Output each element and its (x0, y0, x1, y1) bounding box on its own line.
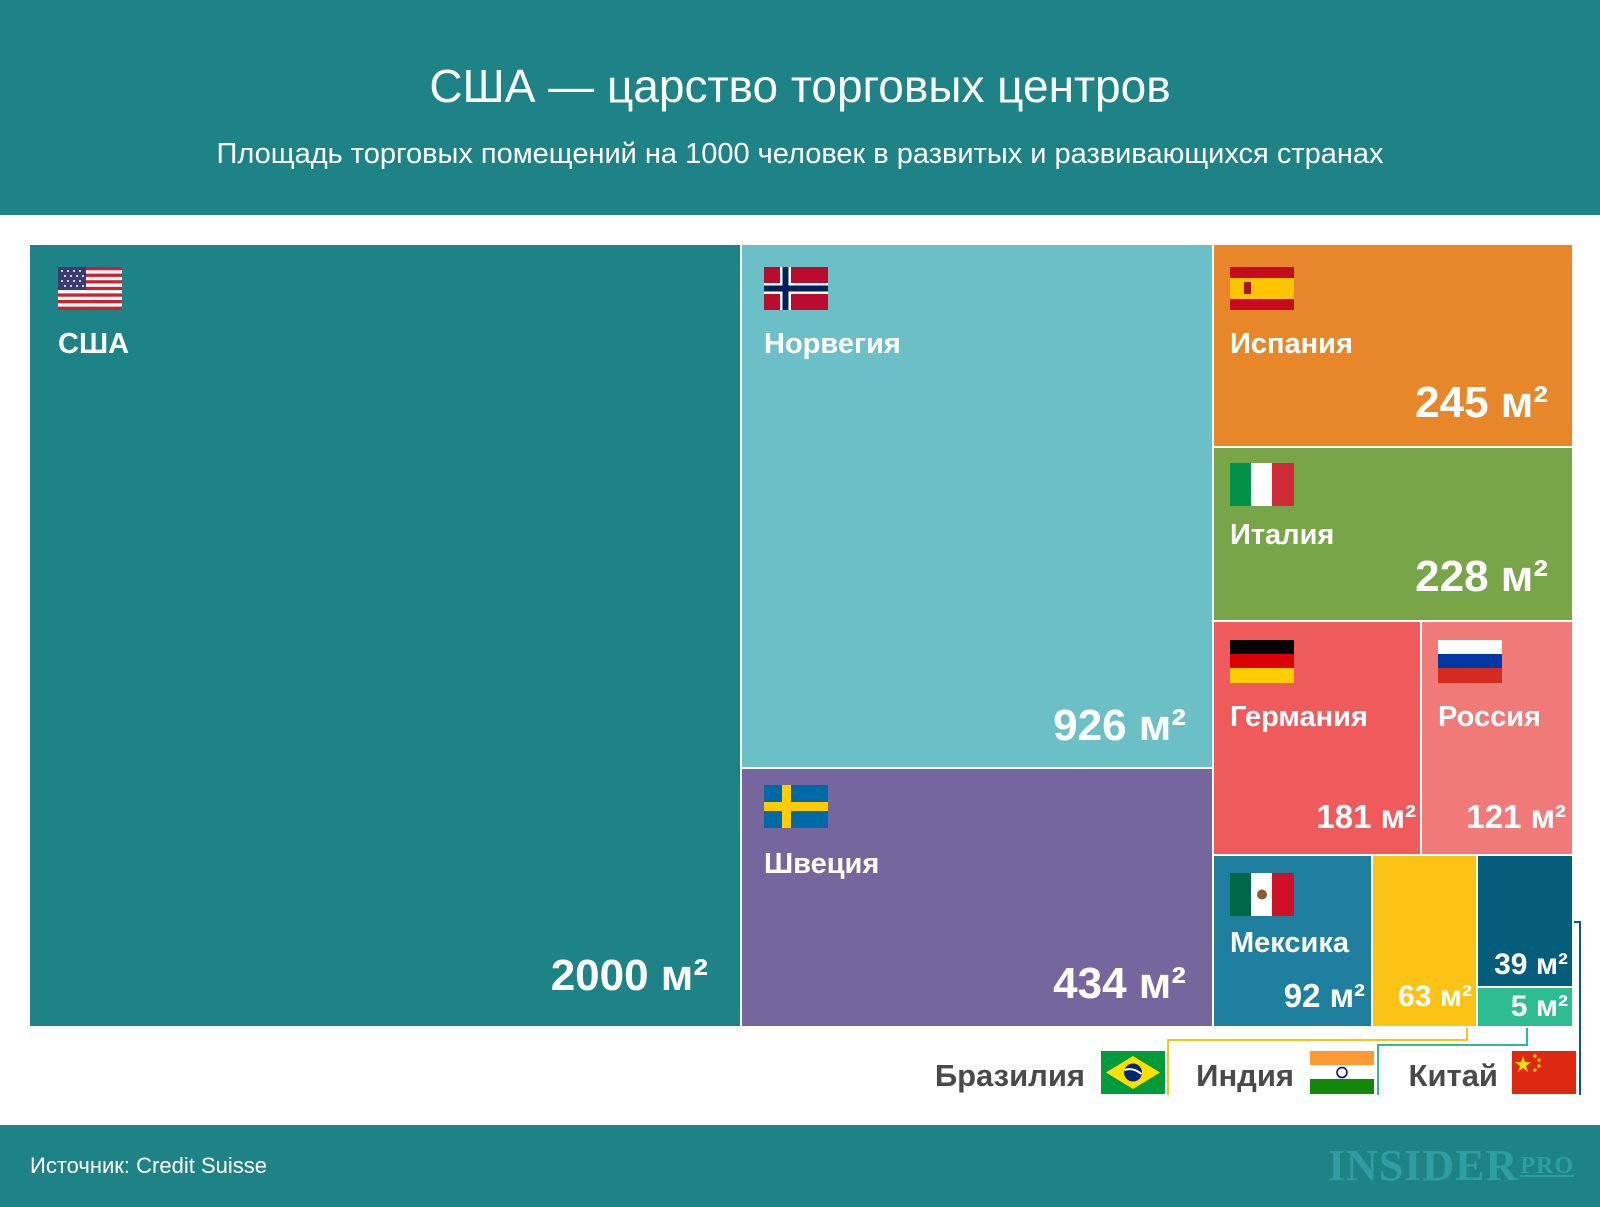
china-flag-icon (1512, 1051, 1576, 1094)
sweden-flag-icon (764, 785, 828, 828)
norway-flag-icon (764, 267, 828, 310)
logo-suffix: PRO (1520, 1153, 1574, 1179)
tile-value-usa: 2000 м² (550, 951, 708, 1000)
tile-value-brazil: 63 м² (1398, 980, 1472, 1013)
tile-name-spain: Испания (1230, 328, 1353, 360)
tile-germany: Германия 181 м² (1214, 622, 1420, 854)
tile-name-mexico: Мексика (1230, 927, 1350, 959)
source-note: Источник: Credit Suisse (30, 1153, 267, 1178)
tile-spain: Испания 245 м² (1214, 245, 1572, 446)
tile-name-russia: Россия (1438, 701, 1541, 733)
footer: Источник: Credit Suisse INSIDERPRO (0, 1125, 1600, 1207)
tile-norway: Норвегия 926 м² (742, 245, 1212, 767)
tile-usa: США 2000 м² (30, 245, 740, 1026)
tile-china: 5 м² (1478, 988, 1572, 1026)
tile-value-china: 5 м² (1510, 990, 1568, 1023)
tile-value-russia: 121 м² (1466, 798, 1566, 835)
italy-flag-icon (1230, 463, 1294, 506)
tile-name-sweden: Швеция (764, 848, 880, 880)
tile-value-norway: 926 м² (1053, 701, 1186, 750)
legend-label-india: Индия (1196, 1058, 1294, 1093)
germany-flag-icon (1230, 640, 1294, 683)
chart-subtitle: Площадь торговых помещений на 1000 челов… (216, 138, 1384, 170)
legend-label-brazil: Бразилия (934, 1058, 1085, 1093)
tile-italy: Италия 228 м² (1214, 448, 1572, 620)
russia-flag-icon (1438, 640, 1502, 683)
brazil-flag-icon (1101, 1051, 1165, 1094)
tile-value-germany: 181 м² (1316, 798, 1416, 835)
chart-title: США — царство торговых центров (429, 60, 1171, 112)
logo-wordmark: INSIDER (1327, 1141, 1519, 1190)
tile-india: 39 м² (1478, 856, 1572, 986)
tile-value-sweden: 434 м² (1053, 959, 1186, 1008)
mexico-flag-icon (1230, 873, 1294, 916)
tile-value-italy: 228 м² (1415, 552, 1548, 601)
tile-brazil: 63 м² (1373, 856, 1476, 1026)
tile-value-mexico: 92 м² (1283, 977, 1365, 1014)
tile-name-norway: Норвегия (764, 328, 901, 360)
legend-connector-lines (1167, 921, 1581, 1095)
tile-name-italy: Италия (1230, 519, 1335, 551)
header: США — царство торговых центров Площадь т… (0, 0, 1600, 215)
tile-mexico: Мексика 92 м² (1214, 856, 1371, 1026)
india-flag-icon (1310, 1051, 1374, 1094)
tile-name-usa: США (58, 328, 130, 360)
tile-sweden: Швеция 434 м² (742, 769, 1212, 1026)
tile-russia: Россия 121 м² (1422, 622, 1572, 854)
spain-flag-icon (1230, 267, 1294, 310)
insider-pro-logo: INSIDERPRO (1328, 1143, 1574, 1189)
legend-label-china: Китай (1408, 1058, 1498, 1093)
tile-name-germany: Германия (1230, 701, 1368, 733)
tile-value-india: 39 м² (1494, 948, 1568, 981)
tile-value-spain: 245 м² (1415, 378, 1548, 427)
usa-flag-icon (58, 267, 122, 310)
